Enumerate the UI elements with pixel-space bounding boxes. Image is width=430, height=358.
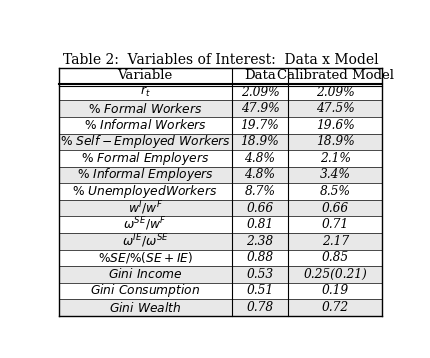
Bar: [59, 233, 382, 250]
Text: $\% \ Unemployed Workers$: $\% \ Unemployed Workers$: [73, 183, 218, 200]
Text: $\% \ Informal \ Employers$: $\% \ Informal \ Employers$: [77, 166, 214, 183]
Text: 4.8%: 4.8%: [245, 169, 276, 182]
Bar: [59, 117, 382, 134]
Text: $\%SE/\%(SE + IE)$: $\%SE/\%(SE + IE)$: [98, 250, 193, 265]
Text: 8.7%: 8.7%: [245, 185, 276, 198]
Text: $\% \ Informal \ Workers$: $\% \ Informal \ Workers$: [84, 118, 207, 132]
Text: $Gini \ Wealth$: $Gini \ Wealth$: [109, 301, 181, 315]
Bar: [59, 150, 382, 167]
Bar: [59, 167, 382, 183]
Text: 0.66: 0.66: [322, 202, 349, 214]
Text: 0.25(0.21): 0.25(0.21): [303, 268, 367, 281]
Text: 18.9%: 18.9%: [316, 135, 354, 148]
Text: 0.72: 0.72: [322, 301, 349, 314]
Text: $r_t$: $r_t$: [140, 85, 150, 99]
Text: 8.5%: 8.5%: [319, 185, 350, 198]
Text: Table 2:  Variables of Interest:  Data x Model: Table 2: Variables of Interest: Data x M…: [62, 53, 378, 67]
Text: 47.5%: 47.5%: [316, 102, 354, 115]
Text: 0.66: 0.66: [246, 202, 273, 214]
Text: $w^I/w^F$: $w^I/w^F$: [128, 199, 163, 217]
Text: 0.85: 0.85: [322, 251, 349, 264]
Text: $Gini \ Consumption$: $Gini \ Consumption$: [90, 282, 200, 300]
Text: 0.88: 0.88: [246, 251, 273, 264]
Bar: [59, 250, 382, 266]
Bar: [59, 68, 382, 84]
Text: $Gini \ Income$: $Gini \ Income$: [108, 267, 182, 281]
Text: 19.7%: 19.7%: [241, 119, 280, 132]
Text: $\% \ Formal \ Workers$: $\% \ Formal \ Workers$: [88, 102, 203, 116]
Text: 2.17: 2.17: [322, 235, 349, 248]
Text: 18.9%: 18.9%: [241, 135, 280, 148]
Text: $\omega^{SE}/w^F$: $\omega^{SE}/w^F$: [123, 216, 167, 233]
Text: 19.6%: 19.6%: [316, 119, 354, 132]
Text: $\% \ Formal \ Employers$: $\% \ Formal \ Employers$: [81, 150, 209, 167]
Text: 0.51: 0.51: [246, 285, 273, 297]
Text: 0.19: 0.19: [322, 285, 349, 297]
Text: 2.09%: 2.09%: [316, 86, 354, 98]
Bar: [59, 84, 382, 100]
Bar: [59, 100, 382, 117]
Text: 2.1%: 2.1%: [319, 152, 350, 165]
Bar: [59, 283, 382, 299]
Text: 47.9%: 47.9%: [241, 102, 280, 115]
Text: 0.53: 0.53: [246, 268, 273, 281]
Text: 0.71: 0.71: [322, 218, 349, 231]
Text: $\% \ Self - Employed \ Workers$: $\% \ Self - Employed \ Workers$: [60, 133, 231, 150]
Bar: [59, 134, 382, 150]
Bar: [59, 299, 382, 316]
Text: Variable: Variable: [117, 69, 173, 82]
Text: 4.8%: 4.8%: [245, 152, 276, 165]
Text: 0.81: 0.81: [246, 218, 273, 231]
Text: Data: Data: [244, 69, 276, 82]
Bar: [59, 183, 382, 200]
Text: 3.4%: 3.4%: [319, 169, 350, 182]
Text: 2.38: 2.38: [246, 235, 273, 248]
Bar: [59, 216, 382, 233]
Bar: [59, 200, 382, 216]
Text: 0.78: 0.78: [246, 301, 273, 314]
Bar: [59, 266, 382, 283]
Text: $\omega^{IE}/\omega^{SE}$: $\omega^{IE}/\omega^{SE}$: [122, 232, 169, 250]
Text: Calibrated Model: Calibrated Model: [276, 69, 393, 82]
Text: 2.09%: 2.09%: [241, 86, 280, 98]
